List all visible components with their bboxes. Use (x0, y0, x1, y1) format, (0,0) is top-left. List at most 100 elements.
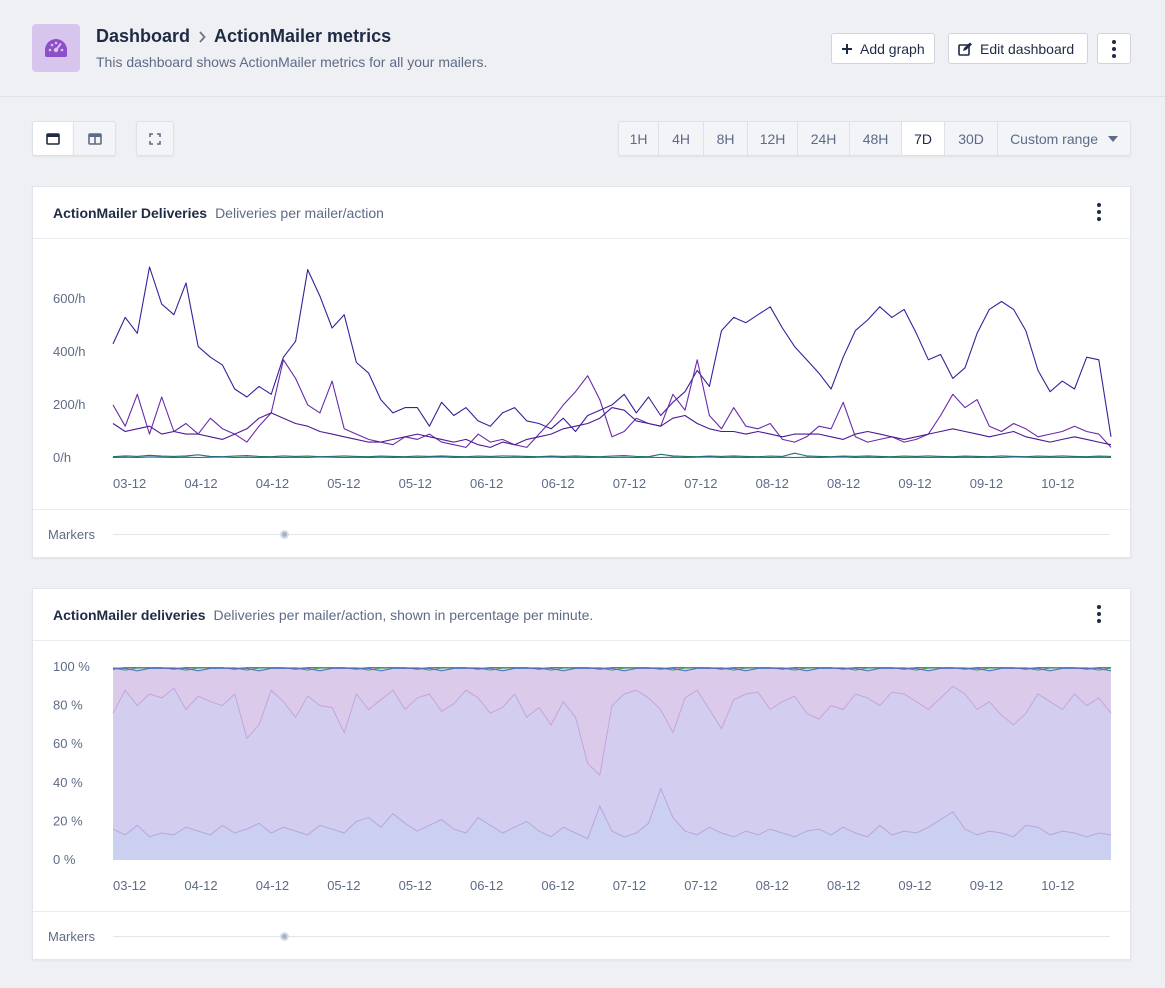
breadcrumb: Dashboard ActionMailer metrics (96, 26, 391, 47)
graph-header: ActionMailer deliveries Deliveries per m… (33, 589, 1130, 641)
marker-dot[interactable] (280, 530, 289, 539)
x-tick-label: 04-12 (256, 878, 289, 893)
graph-description: Deliveries per mailer/action (215, 204, 384, 221)
x-tick-label: 05-12 (327, 878, 360, 893)
deliveries-percentage-graph-card: ActionMailer deliveries Deliveries per m… (32, 588, 1131, 960)
gauge-icon (32, 24, 80, 72)
graph-title: ActionMailer Deliveries (53, 204, 208, 221)
x-tick-label: 04-12 (184, 476, 217, 491)
chevron-right-icon (198, 30, 206, 43)
page-title: ActionMailer metrics (214, 26, 392, 46)
x-tick-label: 07-12 (613, 878, 646, 893)
add-graph-label: Add graph (860, 40, 925, 57)
series-line-1 (112, 359, 1112, 448)
range-12h[interactable]: 12H (748, 122, 799, 155)
page-header: Dashboard ActionMailer metrics This dash… (0, 0, 1165, 97)
columns-icon (87, 132, 102, 145)
range-24h[interactable]: 24H (798, 122, 851, 155)
two-column-layout-button[interactable] (73, 121, 116, 156)
x-tick-label: 05-12 (399, 878, 432, 893)
x-tick-label: 07-12 (684, 878, 717, 893)
dashboard-toolbar: 1H 4H 8H 12H 24H 48H 7D 30D Custom range (32, 121, 1131, 156)
x-tick-label: 08-12 (756, 476, 789, 491)
time-range-selector: 1H 4H 8H 12H 24H 48H 7D 30D Custom range (618, 121, 1131, 156)
line-chart[interactable]: 600/h 400/h 200/h 0/h 03-12 04-12 04-12 05-12 05… (33, 239, 1130, 509)
y-tick-label: 40 % (53, 775, 83, 790)
lower-area (113, 788, 1111, 860)
series-line-0 (112, 266, 1112, 437)
range-1h[interactable]: 1H (619, 122, 660, 155)
markers-track (113, 534, 1110, 535)
y-tick-label: 60 % (53, 736, 83, 751)
y-tick-label: 400/h (53, 344, 86, 359)
range-8h[interactable]: 8H (704, 122, 749, 155)
expand-icon (149, 132, 161, 145)
range-30d[interactable]: 30D (945, 122, 999, 155)
x-tick-label: 03-12 (113, 878, 146, 893)
range-4h[interactable]: 4H (659, 122, 705, 155)
custom-range-label: Custom range (1010, 130, 1098, 147)
x-tick-label: 09-12 (898, 878, 931, 893)
breadcrumb-dashboard-link[interactable]: Dashboard (96, 26, 191, 46)
x-tick-label: 06-12 (470, 878, 503, 893)
markers-track (113, 936, 1110, 937)
series-line-3 (112, 452, 1112, 458)
edit-dashboard-label: Edit dashboard (980, 40, 1075, 57)
caret-down-icon (1108, 135, 1118, 142)
x-tick-label: 05-12 (399, 476, 432, 491)
x-tick-label: 10-12 (1041, 476, 1074, 491)
x-tick-label: 09-12 (898, 476, 931, 491)
y-tick-label: 0/h (53, 450, 71, 465)
area-chart[interactable]: 100 % 80 % 60 % 40 % 20 % 0 % 03-12 04-12 04-12 0… (33, 641, 1130, 911)
markers-bar: Markers (33, 509, 1130, 558)
series-line-4 (112, 456, 1112, 459)
x-tick-label: 07-12 (613, 476, 646, 491)
page-subtitle: This dashboard shows ActionMailer metric… (96, 54, 488, 70)
window-icon (46, 132, 60, 145)
x-tick-label: 06-12 (541, 878, 574, 893)
marker-dot[interactable] (280, 932, 289, 941)
add-graph-button[interactable]: Add graph (831, 33, 935, 64)
fullscreen-button[interactable] (136, 121, 174, 156)
middle-area (113, 686, 1111, 860)
graph-header: ActionMailer Deliveries Deliveries per m… (33, 187, 1130, 239)
x-tick-label: 05-12 (327, 476, 360, 491)
x-tick-label: 06-12 (541, 476, 574, 491)
x-tick-label: 08-12 (827, 476, 860, 491)
top-series-line-2 (113, 667, 1112, 672)
x-tick-label: 09-12 (970, 476, 1003, 491)
plus-icon (842, 43, 852, 54)
x-tick-label: 07-12 (684, 476, 717, 491)
lower-area-line (112, 787, 1112, 840)
graph-description: Deliveries per mailer/action, shown in p… (213, 606, 594, 623)
series-line-2 (112, 407, 1112, 448)
markers-label: Markers (48, 527, 95, 542)
x-tick-label: 06-12 (470, 476, 503, 491)
more-options-button[interactable] (1097, 33, 1131, 64)
graph-options-icon[interactable] (1092, 605, 1106, 623)
markers-bar: Markers (33, 911, 1130, 960)
x-tick-label: 04-12 (256, 476, 289, 491)
edit-dashboard-button[interactable]: Edit dashboard (948, 33, 1088, 64)
x-tick-label: 08-12 (756, 878, 789, 893)
graph-options-icon[interactable] (1092, 203, 1106, 221)
y-tick-label: 100 % (53, 659, 90, 674)
x-tick-label: 10-12 (1041, 878, 1074, 893)
middle-area-line (112, 685, 1112, 777)
range-48h[interactable]: 48H (850, 122, 903, 155)
y-tick-label: 20 % (53, 813, 83, 828)
x-tick-label: 03-12 (113, 476, 146, 491)
deliveries-graph-card: ActionMailer Deliveries Deliveries per m… (32, 186, 1131, 558)
y-tick-label: 200/h (53, 397, 86, 412)
y-tick-label: 600/h (53, 291, 86, 306)
x-tick-label: 04-12 (184, 878, 217, 893)
custom-range-dropdown[interactable]: Custom range (998, 122, 1130, 155)
y-tick-label: 80 % (53, 698, 83, 713)
x-tick-label: 08-12 (827, 878, 860, 893)
x-tick-label: 09-12 (970, 878, 1003, 893)
range-7d[interactable]: 7D (902, 122, 946, 155)
kebab-icon (1107, 39, 1121, 58)
edit-icon (958, 42, 972, 56)
y-tick-label: 0 % (53, 852, 76, 867)
single-column-layout-button[interactable] (32, 121, 74, 156)
